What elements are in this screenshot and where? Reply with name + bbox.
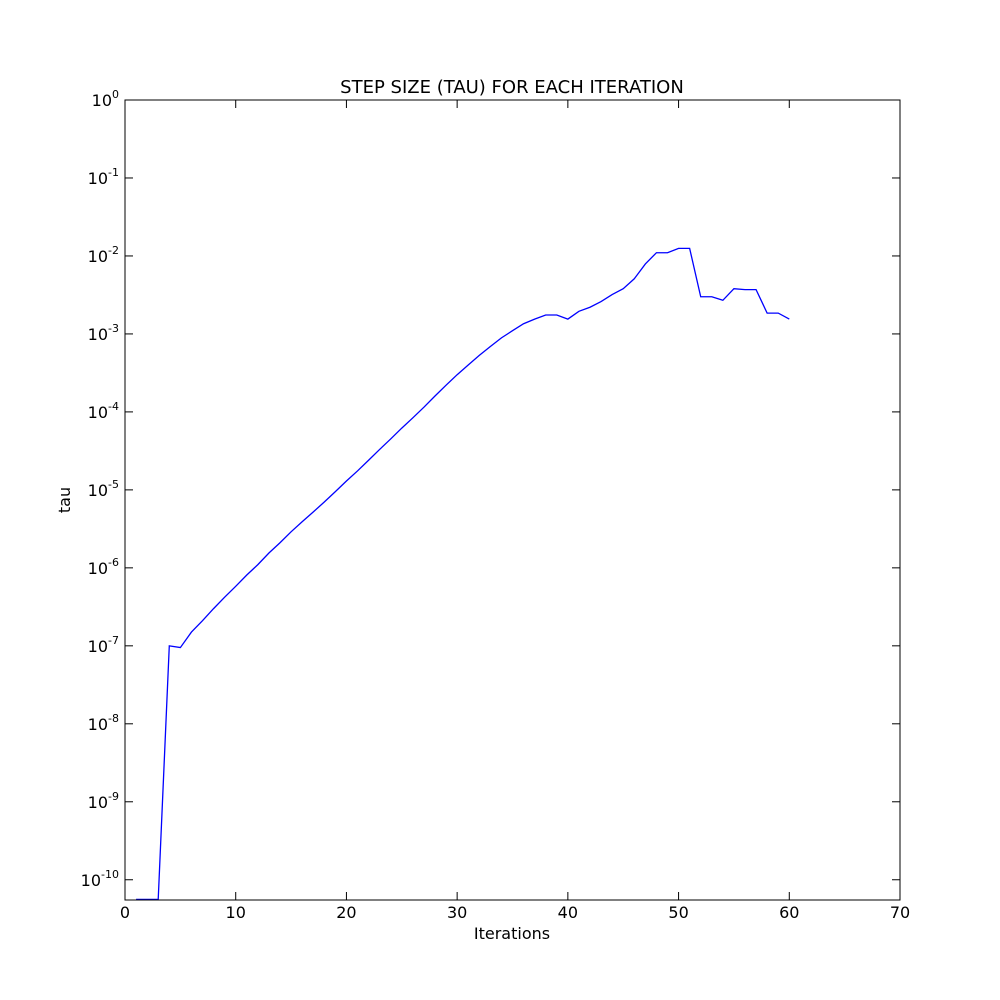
y-tick-label: 10-3 [88, 322, 119, 344]
x-tick-label: 40 [558, 903, 578, 922]
y-tick-label: 10-8 [88, 712, 119, 734]
y-tick-label: 10-10 [81, 868, 119, 890]
x-tick-label: 30 [447, 903, 467, 922]
y-tick-label: 10-2 [88, 244, 119, 266]
y-tick-label: 10-5 [88, 478, 119, 500]
tick-exponent: -8 [108, 712, 119, 725]
tick-exponent: -4 [108, 400, 119, 413]
tick-base: 10 [92, 91, 112, 110]
tick-exponent: -1 [108, 166, 119, 179]
x-tick-label: 20 [336, 903, 356, 922]
x-tick-label: 10 [226, 903, 246, 922]
y-tick-label: 100 [92, 88, 119, 110]
tick-base: 10 [88, 715, 108, 734]
x-tick-label: 50 [668, 903, 688, 922]
y-tick-label: 10-4 [88, 400, 119, 422]
chart-title: STEP SIZE (TAU) FOR EACH ITERATION [340, 77, 684, 98]
data-line [136, 247, 790, 901]
tick-exponent: -10 [101, 868, 119, 881]
tick-base: 10 [81, 871, 101, 890]
tick-base: 10 [88, 169, 108, 188]
tick-base: 10 [88, 559, 108, 578]
tick-exponent: -9 [108, 790, 119, 803]
x-tick-label: 0 [120, 903, 130, 922]
x-axis-label: Iterations [474, 924, 550, 943]
y-tick-label: 10-6 [88, 556, 119, 578]
tick-base: 10 [88, 247, 108, 266]
tick-exponent: -6 [108, 556, 119, 569]
tick-base: 10 [88, 481, 108, 500]
tick-base: 10 [88, 325, 108, 344]
y-tick-label: 10-7 [88, 634, 119, 656]
tick-exponent: -5 [108, 478, 119, 491]
y-tick-label: 10-1 [88, 166, 119, 188]
x-tick-label: 70 [890, 903, 910, 922]
tick-exponent: -2 [108, 244, 119, 257]
x-tick-label: 60 [779, 903, 799, 922]
tick-exponent: -7 [108, 634, 119, 647]
tick-base: 10 [88, 793, 108, 812]
tick-base: 10 [88, 403, 108, 422]
tick-base: 10 [88, 637, 108, 656]
tick-exponent: -3 [108, 322, 119, 335]
y-tick-label: 10-9 [88, 790, 119, 812]
tick-exponent: 0 [112, 88, 119, 101]
plot-frame [124, 99, 901, 901]
y-axis-label: tau [55, 487, 74, 513]
